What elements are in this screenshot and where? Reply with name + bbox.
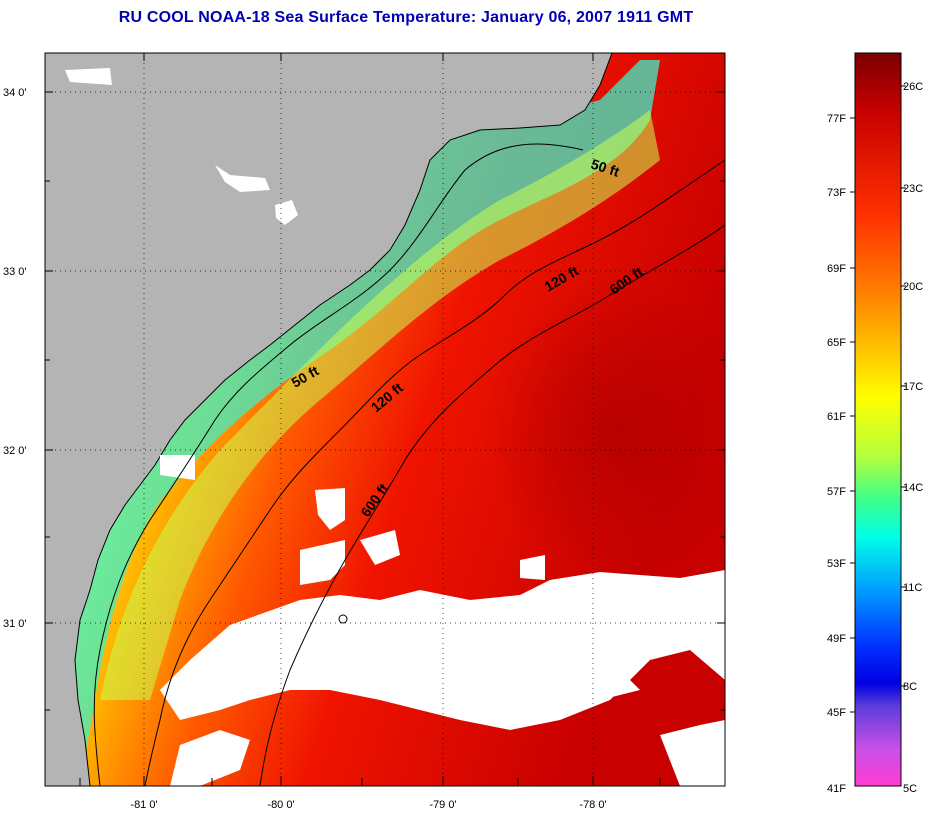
cloud-cover (160, 455, 725, 786)
colorbar-f-label: 77F (827, 113, 846, 125)
isobath-50ft (93, 143, 584, 786)
graticule (45, 53, 725, 786)
lon-label-78: -78 0' (579, 799, 606, 811)
colorbar-f-label: 69F (827, 263, 846, 275)
colorbar-f-label: 41F (827, 783, 846, 795)
land-area (45, 53, 613, 786)
colorbar-c-label: 5C (903, 783, 917, 795)
colorbar-c-label: 26C (903, 81, 923, 93)
colorbar-c-label: 23C (903, 183, 923, 195)
colorbar-f-label: 73F (827, 187, 846, 199)
colorbar-c-label: 8C (903, 681, 917, 693)
axis-ticks (45, 53, 725, 786)
colorbar-f-label: 49F (827, 633, 846, 645)
isobath-600ft (259, 224, 725, 786)
map-title: RU COOL NOAA-18 Sea Surface Temperature:… (118, 9, 694, 26)
lat-label-31: 31 0' (3, 618, 27, 630)
colorbar-c-label: 17C (903, 381, 923, 393)
lon-label-81: -81 0' (130, 799, 157, 811)
colorbar-f-label: 65F (827, 337, 846, 349)
colorbar-f-label: 61F (827, 411, 846, 423)
map-frame (44, 52, 726, 787)
lat-label-33: 33 0' (3, 266, 27, 278)
colorbar-f-label: 53F (827, 558, 846, 570)
lon-label-79: -79 0' (429, 799, 456, 811)
colorbar-gradient (854, 52, 902, 787)
land-fragment (65, 68, 112, 85)
colorbar-f-label: 45F (827, 707, 846, 719)
coastal-green-water (100, 110, 660, 700)
lat-label-32: 32 0' (3, 445, 27, 457)
isobath-120ft (144, 159, 725, 786)
colorbar-c-label: 14C (903, 482, 923, 494)
buoy-marker (338, 614, 348, 624)
lon-label-80: -80 0' (267, 799, 294, 811)
colorbar-c-label: 20C (903, 281, 923, 293)
land-fragment (215, 165, 270, 192)
lat-label-34: 34 0' (3, 87, 27, 99)
colorbar-c-label: 11C (903, 582, 922, 594)
colorbar-f-label: 57F (827, 486, 846, 498)
